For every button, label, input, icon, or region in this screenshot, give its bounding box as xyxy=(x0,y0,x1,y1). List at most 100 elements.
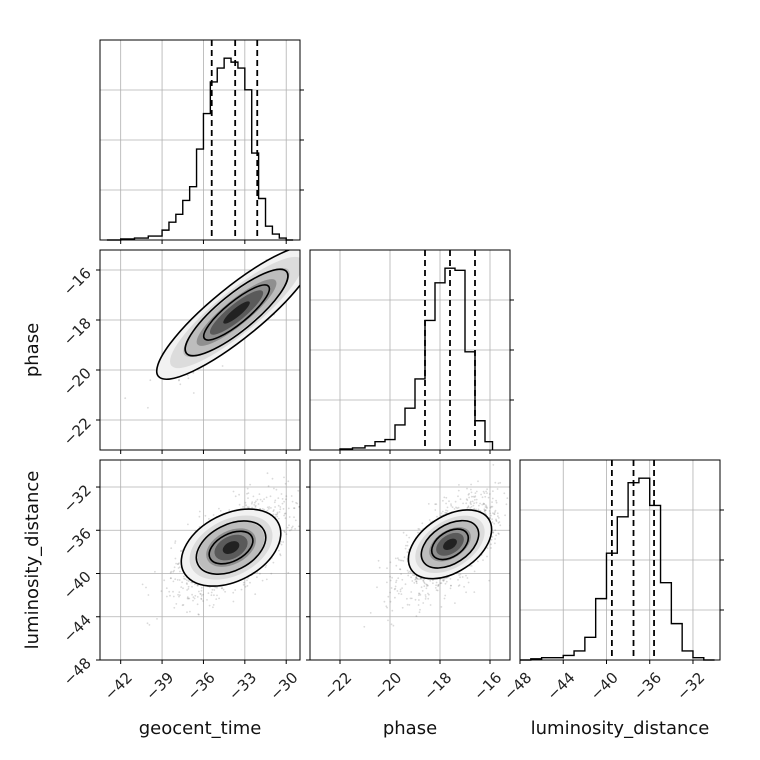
scatter-point xyxy=(418,592,421,595)
scatter-point xyxy=(293,507,295,509)
scatter-point xyxy=(492,464,495,466)
contour-line-2 xyxy=(420,519,480,569)
y-tick-label: −16 xyxy=(60,264,95,299)
scatter-point xyxy=(415,615,418,617)
scatter-point xyxy=(287,480,290,483)
contour-line-3 xyxy=(407,509,493,580)
scatter-point xyxy=(247,577,250,579)
scatter-point xyxy=(165,587,168,590)
scatter-point xyxy=(445,502,447,505)
scatter-point xyxy=(454,602,456,604)
scatter-point xyxy=(250,502,253,505)
scatter-point xyxy=(169,571,172,574)
scatter-point xyxy=(445,496,448,499)
scatter-point xyxy=(261,508,264,510)
x-axis-label-geocent-time: geocent_time xyxy=(139,718,262,739)
scatter-point xyxy=(294,519,297,522)
scatter-point xyxy=(252,495,255,498)
scatter-point xyxy=(402,560,405,562)
scatter-point xyxy=(490,543,492,546)
scatter-point xyxy=(197,613,200,616)
scatter-point xyxy=(254,504,257,507)
scatter-point xyxy=(415,582,418,585)
scatter-point xyxy=(417,604,420,606)
scatter-point xyxy=(173,606,176,609)
scatter-point xyxy=(415,576,418,579)
scatter-point xyxy=(284,512,287,515)
scatter-point xyxy=(440,582,443,584)
scatter-point xyxy=(190,581,193,584)
scatter-point xyxy=(418,528,421,530)
scatter-point xyxy=(124,397,127,400)
scatter-point xyxy=(491,535,494,538)
scatter-point xyxy=(409,570,411,573)
scatter-point xyxy=(187,523,189,526)
scatter-point xyxy=(406,603,409,606)
scatter-point xyxy=(228,509,231,511)
scatter-point xyxy=(486,547,489,549)
scatter-point xyxy=(408,536,411,539)
scatter-point xyxy=(491,518,493,520)
scatter-point xyxy=(248,506,250,509)
scatter-point xyxy=(421,590,424,592)
scatter-point xyxy=(319,229,321,231)
scatter-point xyxy=(445,509,447,512)
scatter-point xyxy=(437,585,439,588)
scatter-point xyxy=(280,543,283,546)
scatter-point xyxy=(169,594,171,597)
scatter-point xyxy=(439,582,442,585)
scatter-point xyxy=(207,592,210,595)
scatter-panel-geocent-time-vs-phase: −22 −20 −18 −16 xyxy=(60,229,321,454)
scatter-point xyxy=(206,599,208,601)
scatter-point xyxy=(272,513,275,516)
scatter-point xyxy=(483,510,486,513)
scatter-point xyxy=(468,492,470,495)
scatter-point xyxy=(400,593,403,595)
scatter-point xyxy=(442,580,445,582)
panel-contents xyxy=(141,472,300,626)
scatter-point xyxy=(147,594,150,596)
scatter-point xyxy=(283,514,285,517)
scatter-point xyxy=(424,596,427,598)
scatter-point xyxy=(276,512,279,515)
scatter-point xyxy=(242,506,245,508)
scatter-point xyxy=(487,496,490,499)
y-tick-label: −36 xyxy=(60,524,95,559)
scatter-point xyxy=(444,577,446,580)
scatter-point xyxy=(282,541,285,543)
scatter-point xyxy=(443,496,446,499)
scatter-point xyxy=(166,595,168,598)
scatter-point xyxy=(467,506,470,508)
scatter-point xyxy=(256,576,258,579)
scatter-point xyxy=(490,514,492,517)
scatter-point xyxy=(172,595,175,598)
scatter-point xyxy=(218,597,221,600)
scatter-point xyxy=(420,577,422,580)
scatter-point xyxy=(277,517,280,520)
scatter-point xyxy=(181,604,184,607)
scatter-point xyxy=(232,591,235,594)
scatter-point xyxy=(287,571,290,574)
scatter-point xyxy=(392,624,395,627)
scatter-point xyxy=(467,493,470,496)
density-shade xyxy=(443,538,457,551)
scatter-point xyxy=(498,521,501,523)
scatter-point xyxy=(200,598,203,601)
scatter-point xyxy=(469,507,472,509)
scatter-point xyxy=(224,590,227,593)
scatter-point xyxy=(266,506,269,509)
scatter-point xyxy=(473,507,476,510)
scatter-point xyxy=(221,365,224,367)
scatter-point xyxy=(495,520,498,522)
scatter-point xyxy=(449,587,452,590)
scatter-point xyxy=(244,585,247,588)
scatter-point xyxy=(291,526,293,529)
scatter-point xyxy=(470,505,473,508)
scatter-point xyxy=(406,551,409,553)
scatter-point xyxy=(196,603,199,606)
scatter-point xyxy=(406,569,409,572)
scatter-point xyxy=(485,490,487,493)
scatter-point xyxy=(178,379,180,382)
scatter-point xyxy=(473,570,476,573)
scatter-point xyxy=(426,583,429,586)
